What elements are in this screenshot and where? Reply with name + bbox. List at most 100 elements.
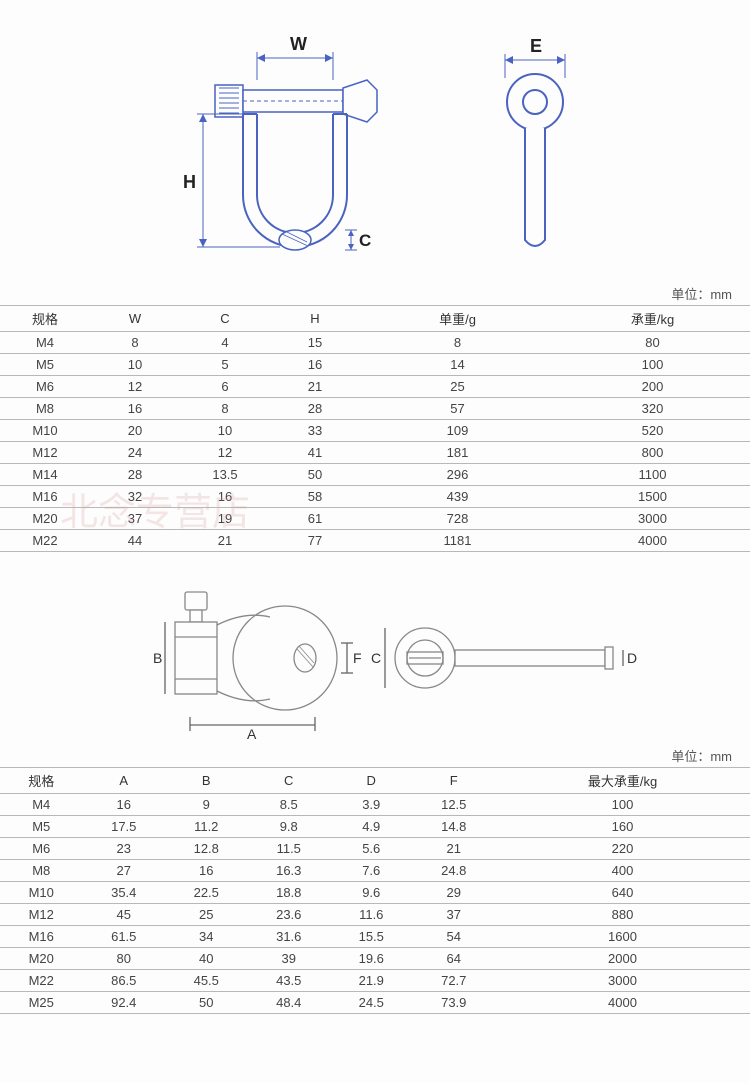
table2-cell: 23.6 [248,904,331,926]
table2-cell: 92.4 [83,992,166,1014]
table1-cell: 21 [180,530,270,552]
table2-cell: 54 [413,926,496,948]
table1-row: M61262125200 [0,376,750,398]
table1-row: M12241241181800 [0,442,750,464]
table1-cell: M6 [0,376,90,398]
table2-col-5: F [413,768,496,794]
table2-cell: M12 [0,904,83,926]
table1-row: M163216584391500 [0,486,750,508]
table2-row: M1661.53431.615.5541600 [0,926,750,948]
table2-cell: 400 [495,860,750,882]
table2-cell: 1600 [495,926,750,948]
table2-cell: 16 [83,794,166,816]
table1-col-5: 承重/kg [555,306,750,332]
table2-cell: 45 [83,904,166,926]
table2-cell: 64 [413,948,496,970]
table2-row: M517.511.29.84.914.8160 [0,816,750,838]
table2-col-3: C [248,768,331,794]
table2-row: M1035.422.518.89.629640 [0,882,750,904]
table1-cell: 13.5 [180,464,270,486]
table1-cell: 1100 [555,464,750,486]
table1-row: M48415880 [0,332,750,354]
table2-cell: 24.8 [413,860,496,882]
d-shackle-diagram: W H [155,30,415,270]
side-view-diagram: E [475,30,595,270]
table1-cell: 200 [555,376,750,398]
dim2-D: D [627,650,637,666]
dim-H: H [183,172,196,192]
table1-cell: 80 [555,332,750,354]
table1-cell: 320 [555,398,750,420]
table2-cell: 72.7 [413,970,496,992]
table1-cell: M10 [0,420,90,442]
table2-header-row: 规格ABCDF最大承重/kg [0,768,750,794]
bow-shackle-diagram: F B A C D [95,577,655,747]
table1-cell: 25 [360,376,555,398]
table2-row: M2592.45048.424.573.94000 [0,992,750,1014]
table1-cell: 520 [555,420,750,442]
table2-cell: 21 [413,838,496,860]
table2-row: M62312.811.55.621220 [0,838,750,860]
table2-cell: 4000 [495,992,750,1014]
table1-cell: 41 [270,442,360,464]
table2-cell: 40 [165,948,248,970]
table2-cell: 61.5 [83,926,166,948]
table1-cell: 8 [360,332,555,354]
table1-cell: 15 [270,332,360,354]
table1-cell: 1181 [360,530,555,552]
table1-row: M2244217711814000 [0,530,750,552]
table2-cell: 25 [165,904,248,926]
dim-W: W [290,34,307,54]
table1-cell: 3000 [555,508,750,530]
table1-cell: 296 [360,464,555,486]
table2-cell: 880 [495,904,750,926]
table1-cell: 16 [270,354,360,376]
table1-cell: 728 [360,508,555,530]
table1-cell: 10 [180,420,270,442]
table2-cell: 35.4 [83,882,166,904]
table1-cell: M16 [0,486,90,508]
table1-cell: M8 [0,398,90,420]
table2-cell: 220 [495,838,750,860]
table2-cell: M25 [0,992,83,1014]
table2-cell: 18.8 [248,882,331,904]
table1-row: M142813.5502961100 [0,464,750,486]
page-root: W H [0,0,750,1014]
table2-cell: 19.6 [330,948,413,970]
table2-cell: 16 [165,860,248,882]
table2-cell: 43.5 [248,970,331,992]
table2-cell: 24.5 [330,992,413,1014]
table1-cell: 28 [90,464,180,486]
table2-row: M2080403919.6642000 [0,948,750,970]
table2-cell: 7.6 [330,860,413,882]
table1-row: M51051614100 [0,354,750,376]
table1-cell: 16 [180,486,270,508]
dim2-A: A [247,726,257,742]
table1-row: M203719617283000 [0,508,750,530]
table2-col-2: B [165,768,248,794]
table1-cell: 8 [180,398,270,420]
table2-cell: 9 [165,794,248,816]
table2-cell: 100 [495,794,750,816]
table2-cell: 4.9 [330,816,413,838]
table1-cell: 109 [360,420,555,442]
table1-col-0: 规格 [0,306,90,332]
table1-cell: 33 [270,420,360,442]
table1-cell: 4 [180,332,270,354]
table2-cell: M16 [0,926,83,948]
table1-cell: 61 [270,508,360,530]
table2-cell: 12.5 [413,794,496,816]
table2-cell: 80 [83,948,166,970]
table1-cell: 439 [360,486,555,508]
table1-cell: M20 [0,508,90,530]
table1-cell: 19 [180,508,270,530]
table1-cell: 10 [90,354,180,376]
table1-cell: 16 [90,398,180,420]
table2-cell: 17.5 [83,816,166,838]
table2-cell: M5 [0,816,83,838]
unit-label-1: 单位：mm [0,280,750,305]
table1-cell: 1500 [555,486,750,508]
table2-col-6: 最大承重/kg [495,768,750,794]
table2-cell: 73.9 [413,992,496,1014]
table1-cell: 28 [270,398,360,420]
